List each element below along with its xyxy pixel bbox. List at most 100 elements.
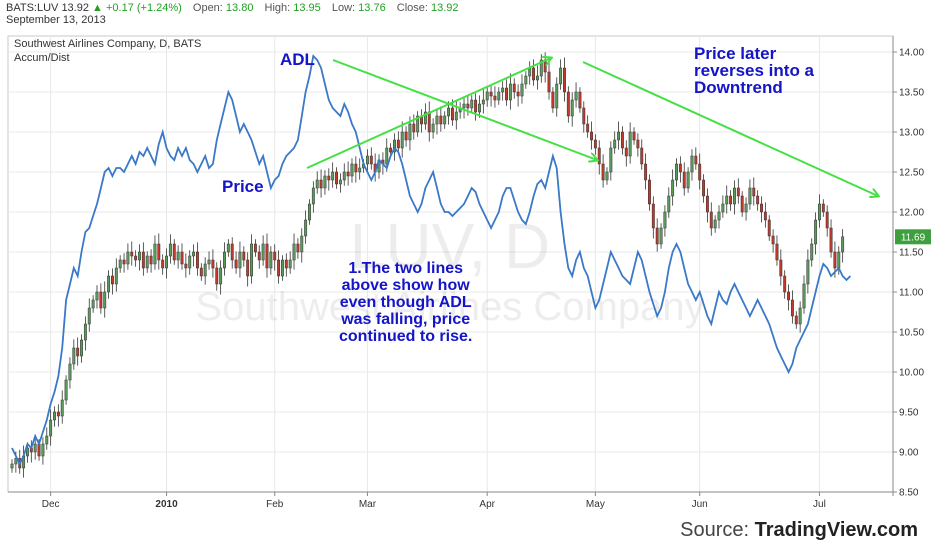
candle (532, 59, 536, 86)
candle (709, 202, 713, 236)
annotation-reversal: Price later reverses into a Downtrend (694, 45, 814, 96)
candle-body (385, 147, 389, 165)
candle-body (829, 227, 833, 253)
close-label: Close: (396, 2, 428, 14)
candle (350, 158, 354, 183)
candle-body (489, 91, 493, 97)
candle-body (338, 179, 342, 185)
candle-body (396, 139, 400, 149)
x-tick-label: Feb (266, 499, 284, 510)
candle (508, 73, 512, 110)
y-tick-label: 12.50 (899, 168, 924, 179)
candle (470, 95, 474, 113)
candle-body (33, 443, 37, 453)
candle (369, 147, 373, 170)
source-credit: Source: TradingView.com (680, 519, 918, 542)
candle-body (49, 419, 53, 437)
open-value: 13.80 (225, 2, 254, 14)
candle (223, 242, 226, 276)
candle-body (481, 99, 485, 105)
candle-body (466, 103, 470, 109)
candle (563, 57, 566, 102)
candle-body (365, 155, 369, 165)
candle (211, 249, 215, 278)
candle-body (570, 99, 574, 117)
candle-body (767, 219, 771, 237)
y-tick-label: 11.00 (899, 288, 924, 299)
candle (597, 140, 601, 175)
candle-body (346, 171, 350, 177)
candle (555, 77, 559, 117)
candle-body (404, 131, 408, 141)
low-label: Low: (331, 2, 356, 14)
candle (570, 92, 574, 127)
candle-body (265, 243, 269, 269)
candle-body (95, 291, 99, 301)
adl-line (11, 54, 852, 467)
candle-body (269, 251, 273, 269)
candle (114, 258, 118, 292)
candle (474, 93, 478, 121)
candle-body (369, 155, 373, 165)
candle-body (10, 463, 14, 469)
candle (648, 174, 651, 211)
candle-body (358, 167, 362, 173)
candle-body (141, 251, 145, 269)
candle-body (134, 255, 138, 261)
candle (806, 249, 810, 294)
candle (698, 153, 702, 190)
candle (682, 162, 686, 196)
candle (400, 121, 404, 158)
candle (678, 156, 682, 183)
candle-body (447, 107, 451, 117)
candle (269, 246, 273, 275)
candle-body (551, 91, 555, 109)
candle (729, 190, 733, 211)
candle (219, 260, 223, 295)
candle (771, 229, 775, 253)
annotation-note-line-1: 1.The two lines (348, 260, 464, 277)
candle-body (539, 59, 543, 77)
candle (165, 248, 168, 279)
candle (53, 406, 56, 427)
candle (810, 238, 814, 267)
x-tick-label: 2010 (155, 499, 178, 510)
chart-axes: 8.50 9.00 9.50 10.00 10.50 11.00 11.50 12.00 12.… (8, 36, 924, 510)
candle-body (516, 91, 520, 97)
candle (404, 126, 408, 147)
candle (315, 171, 319, 194)
candle (590, 121, 593, 150)
candle-body (257, 251, 261, 261)
candle (675, 158, 678, 187)
candle-body (427, 111, 431, 133)
candle-body (145, 255, 149, 269)
annotation-reversal-line-1: Price later (694, 44, 777, 63)
candle-body (273, 251, 277, 261)
candle-body (613, 139, 617, 149)
candle-body (250, 243, 253, 277)
candle (80, 334, 83, 363)
candle-body (389, 147, 393, 153)
last-price: 13.92 (61, 2, 89, 14)
candle-body (111, 275, 114, 285)
last-price-tag-text: 11.69 (901, 232, 926, 243)
candle-body (350, 163, 354, 177)
candle-body (702, 179, 706, 197)
candle-body (814, 219, 818, 245)
candle (192, 244, 196, 267)
candle-body (103, 291, 107, 309)
candle-body (234, 259, 238, 269)
candle-body (713, 219, 717, 229)
candle (207, 251, 211, 270)
x-tick-label: May (586, 499, 605, 510)
x-tick-label: Jul (813, 499, 826, 510)
candle-body (640, 147, 644, 165)
annotation-note-line-3: even though ADL (339, 294, 472, 311)
candle-body (188, 255, 192, 269)
candle-body (802, 283, 806, 309)
candle (644, 153, 648, 190)
candle-body (284, 259, 288, 269)
candle-body (725, 195, 729, 205)
candle-body (721, 203, 725, 213)
